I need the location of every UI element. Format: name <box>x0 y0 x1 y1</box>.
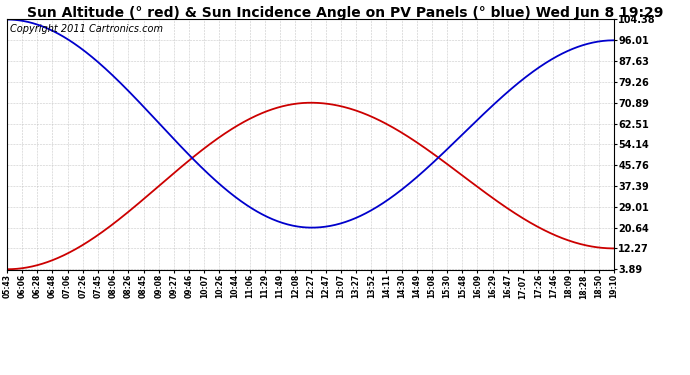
Text: Copyright 2011 Cartronics.com: Copyright 2011 Cartronics.com <box>10 24 163 34</box>
Text: Sun Altitude (° red) & Sun Incidence Angle on PV Panels (° blue) Wed Jun 8 19:29: Sun Altitude (° red) & Sun Incidence Ang… <box>27 6 663 20</box>
